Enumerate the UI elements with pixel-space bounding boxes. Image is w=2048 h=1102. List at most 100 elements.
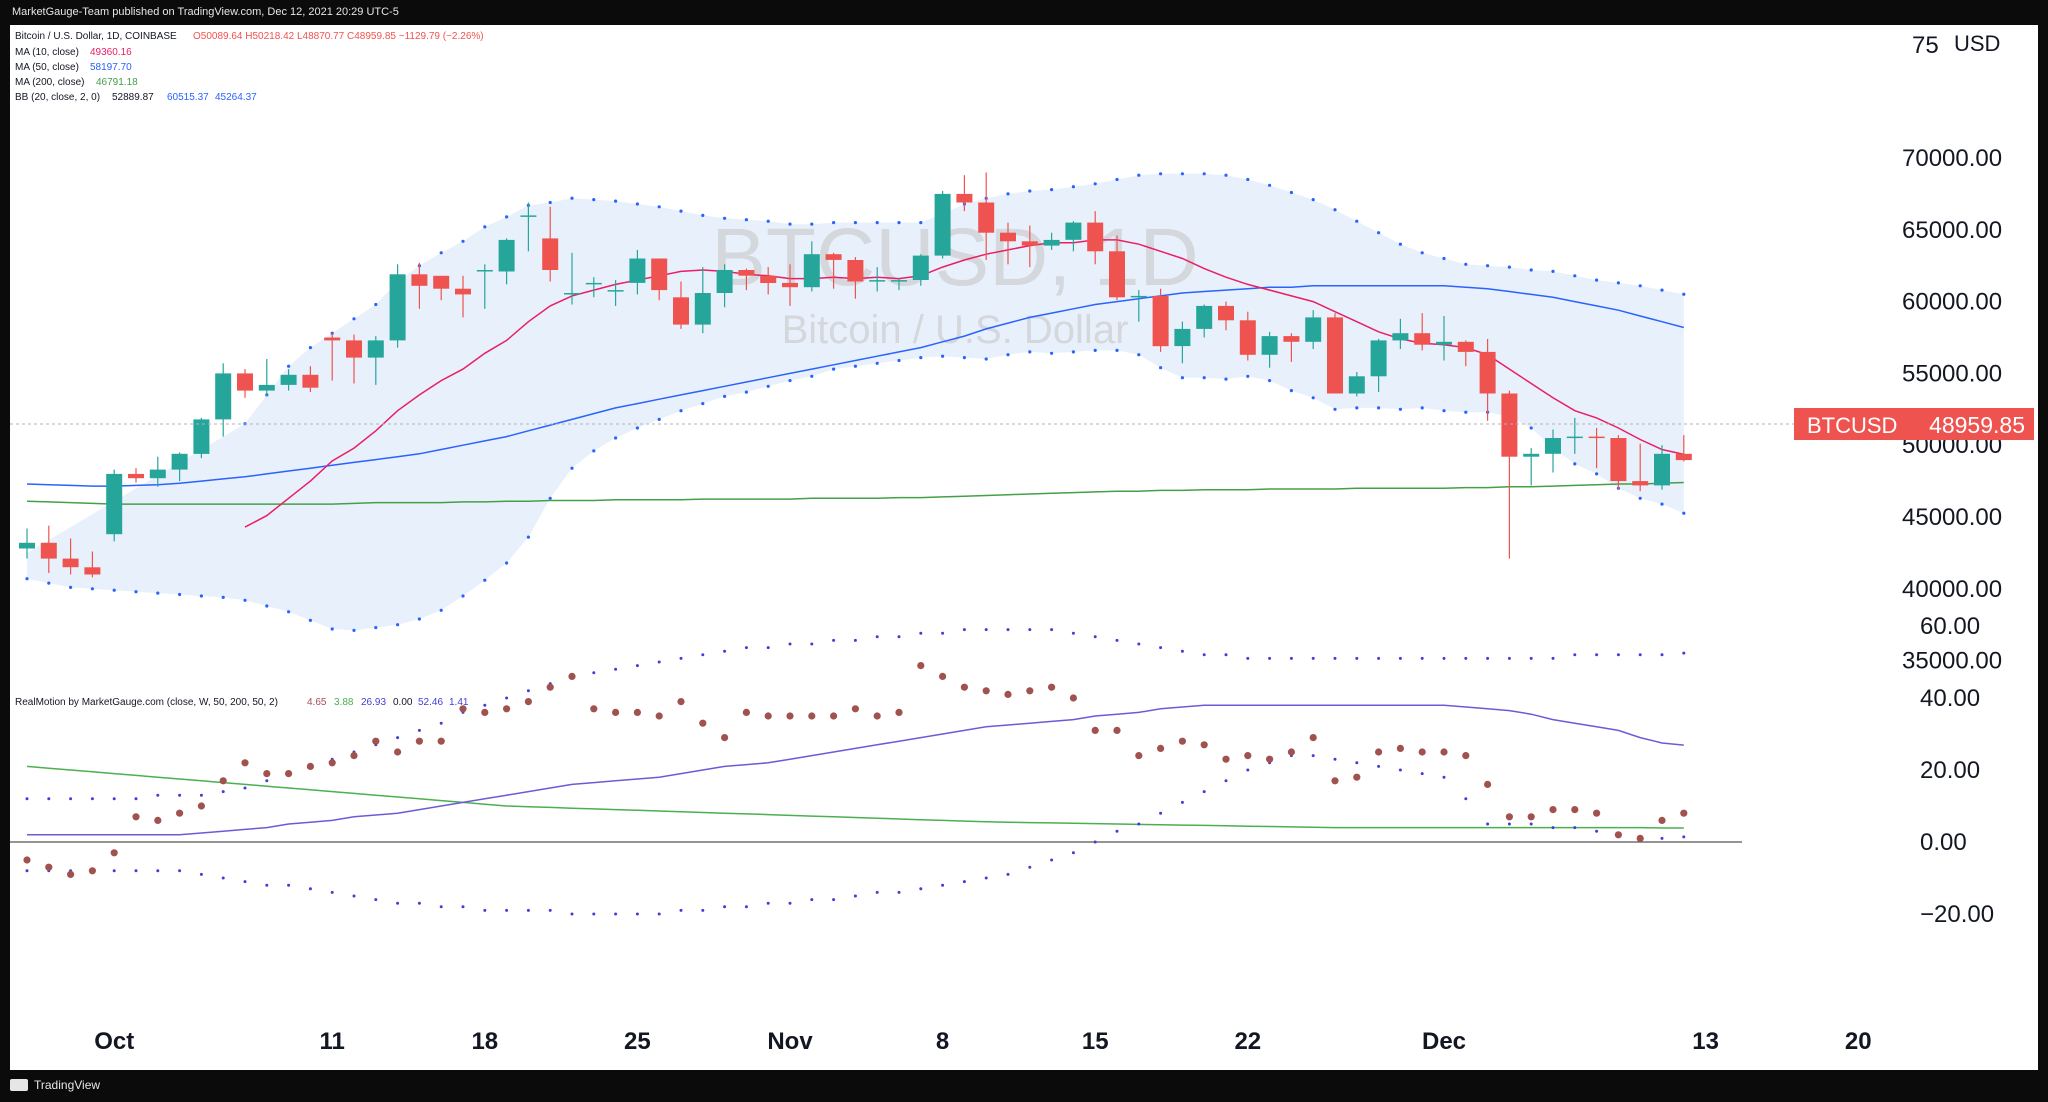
rm-upper-dot <box>1224 653 1228 657</box>
rm-upper-dot <box>1507 656 1511 660</box>
rm-lower-dot <box>810 898 814 902</box>
chart-svg[interactable]: BTCUSD, 1D Bitcoin / U.S. Dollar Bitcoin… <box>10 25 2038 1070</box>
rm-dot <box>23 856 31 864</box>
rm-dot <box>1614 831 1622 839</box>
bb-lower-dot <box>548 496 552 500</box>
watermark-name: Bitcoin / U.S. Dollar <box>782 308 1129 352</box>
candle <box>1348 372 1365 397</box>
bb-upper-dot <box>875 221 879 225</box>
rm-dot <box>372 737 380 745</box>
bb-upper-dot <box>788 222 792 226</box>
rm-dot <box>132 813 140 821</box>
candle <box>1414 313 1431 351</box>
rm-lower-dot <box>505 908 509 912</box>
rm-upper-dot <box>1573 653 1577 657</box>
bb-lower-dot <box>1355 406 1359 410</box>
bb-lower-dot <box>1180 376 1184 380</box>
rm-upper-dot <box>156 793 160 797</box>
bb-lower-dot <box>439 608 443 612</box>
rm-dot <box>1266 755 1274 763</box>
last-price-badge-bg <box>1794 408 2034 440</box>
rm-lower-dot <box>1573 826 1577 830</box>
rm-lower-dot <box>1093 840 1097 844</box>
last-price-badge[interactable]: BTCUSD 48959.85 <box>1794 408 2034 440</box>
bb-lower-dot <box>330 627 334 631</box>
rm-dot <box>568 672 576 681</box>
candle <box>193 417 210 459</box>
bb-lower-dot <box>25 577 29 581</box>
candle <box>1327 313 1343 394</box>
rm-lower-dot <box>439 905 443 909</box>
candle-body <box>760 275 777 283</box>
time-axis-label: Dec <box>1422 1028 1466 1055</box>
bb-upper-dot <box>1180 172 1184 176</box>
candle-body <box>803 254 820 288</box>
bollinger-band-fill-early <box>27 423 245 601</box>
indicator-tick-label: −20.00 <box>1920 901 1994 928</box>
legend-ohlc: O50089.64 H50218.42 L48870.77 C48959.85 … <box>193 31 484 42</box>
candle-body <box>258 384 275 391</box>
bb-lower-dot <box>766 384 770 388</box>
rm-dot <box>1571 806 1579 814</box>
bb-lower-dot <box>1006 353 1010 357</box>
bb-upper-dot <box>570 196 574 200</box>
candle-body <box>237 373 253 391</box>
candle <box>433 275 450 301</box>
rm-upper-dot <box>1050 628 1054 632</box>
candle-body <box>1261 336 1278 355</box>
candle <box>1610 435 1627 490</box>
chart-area[interactable]: BTCUSD, 1D Bitcoin / U.S. Dollar Bitcoin… <box>10 25 2038 1070</box>
rm-upper-dot <box>1442 656 1446 660</box>
currency-label[interactable]: USD <box>1954 31 2000 56</box>
candle-body <box>1523 453 1540 457</box>
publisher-bar: MarketGauge-Team published on TradingVie… <box>0 0 2048 25</box>
candle <box>106 469 123 542</box>
time-axis[interactable]: Oct 11 18 25 Nov 8 15 22 Dec 13 20 <box>94 1028 1871 1055</box>
last-price-value: 48959.85 <box>1929 412 2025 438</box>
indicator-axis[interactable]: 60.00 40.00 20.00 0.00 −20.00 <box>1920 613 1994 928</box>
candle <box>673 281 689 329</box>
bb-lower-dot <box>134 590 138 594</box>
candle <box>912 254 929 286</box>
candle <box>498 238 515 285</box>
bb-lower-dot <box>919 356 923 360</box>
rm-upper-dot <box>265 779 269 783</box>
time-axis-label: 15 <box>1082 1028 1109 1055</box>
candle-body <box>847 260 864 282</box>
rm-lower-dot <box>1006 872 1010 876</box>
bb-lower-dot <box>701 402 705 406</box>
rm-lower-dot <box>1355 761 1359 765</box>
rm-upper-dot <box>853 638 857 642</box>
candle-body <box>324 337 341 341</box>
rm-lower-dot <box>679 908 683 912</box>
candle-body <box>825 254 842 260</box>
rm-lower-dot <box>1398 768 1402 772</box>
candle-body <box>476 270 493 272</box>
candle <box>564 252 580 305</box>
rm-dot <box>786 712 794 720</box>
bb-upper-dot <box>1507 265 1511 269</box>
rm-lower-dot <box>548 908 552 912</box>
rm-dot <box>154 816 162 825</box>
rm-upper-dot <box>199 793 203 797</box>
rm-dot <box>851 705 860 713</box>
legend-symbol: Bitcoin / U.S. Dollar, 1D, COINBASE <box>15 31 177 42</box>
rm-upper-dot <box>614 667 618 671</box>
rm-upper-dot <box>1486 656 1490 660</box>
rm-lower-dot <box>417 901 421 905</box>
rm-dot <box>873 712 881 720</box>
rm-dot <box>699 719 707 727</box>
rm-upper-dot <box>1071 631 1075 635</box>
rm-dot <box>742 708 751 717</box>
rm-upper-dot <box>1311 656 1315 660</box>
rm-lower-dot <box>156 869 160 873</box>
tradingview-logo[interactable]: TradingView <box>10 1078 100 1092</box>
rm-upper-dot <box>1289 656 1293 660</box>
rm-lower-dot <box>723 905 727 909</box>
indicator-tick-label: 0.00 <box>1920 829 1967 856</box>
bb-upper-dot <box>1137 173 1141 177</box>
bb-lower-dot <box>1377 406 1381 410</box>
bb-lower-dot <box>461 594 465 598</box>
candle <box>1632 443 1649 492</box>
rm-upper-dot <box>832 638 836 642</box>
